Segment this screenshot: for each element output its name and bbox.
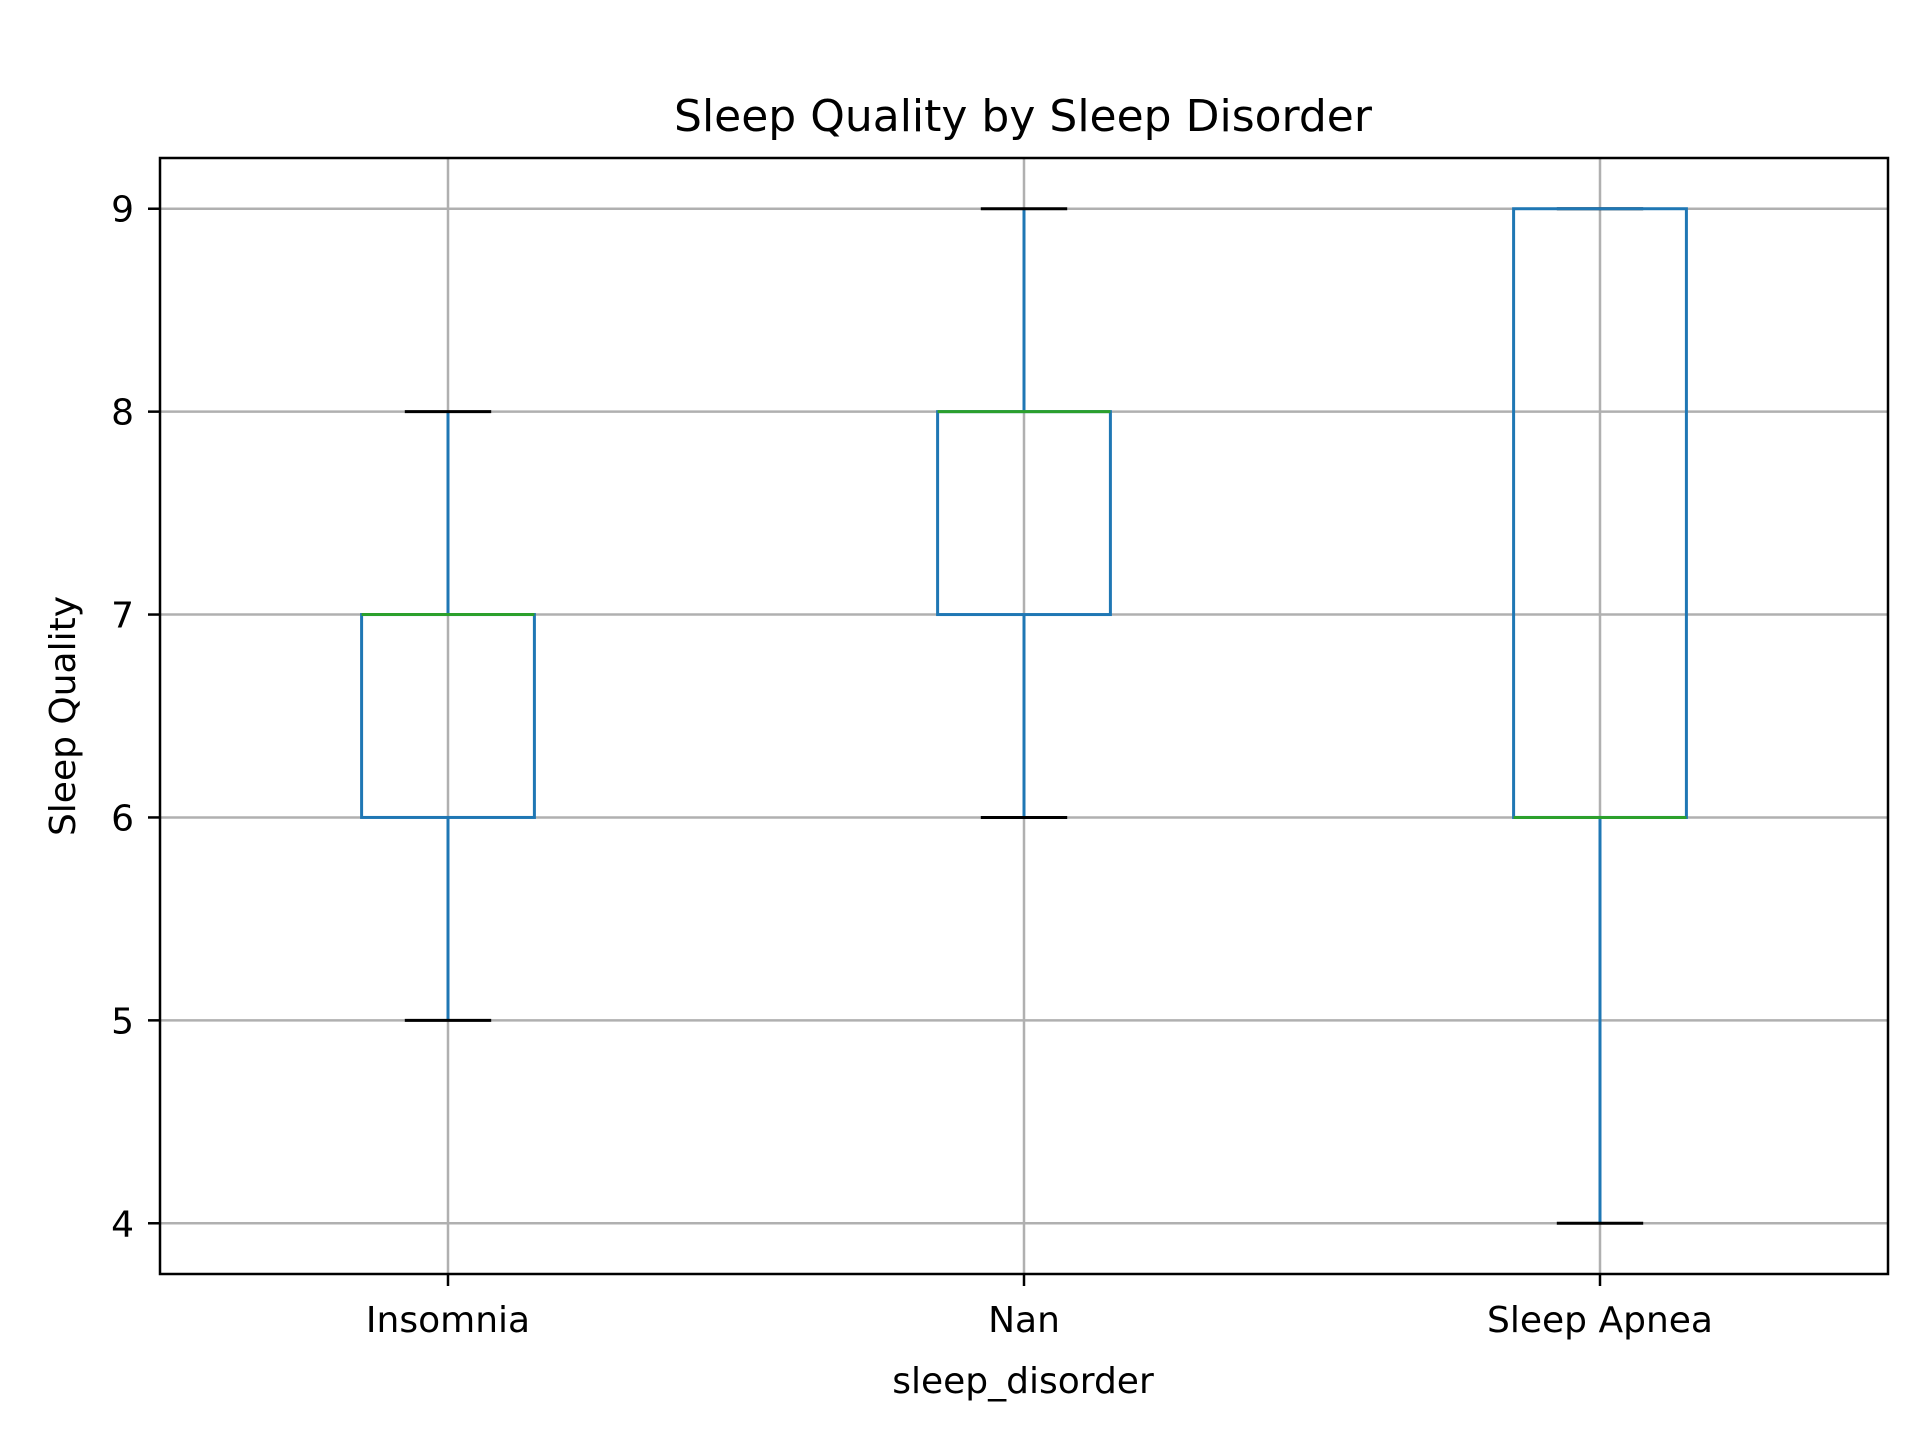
y-tick-label: 8 — [111, 393, 134, 434]
chart-title: Sleep Quality by Sleep Disorder — [674, 91, 1373, 142]
box-group — [1512, 207, 1688, 1225]
box-group — [360, 410, 536, 1022]
x-tick-label: Insomnia — [366, 1300, 530, 1341]
tick-layer: 4 5 6 7 8 9 Insomnia Nan Sleep Apnea — [111, 190, 1713, 1341]
y-tick-label: 9 — [111, 190, 134, 231]
box-layer — [360, 207, 1688, 1225]
x-tick-label: Sleep Apnea — [1487, 1300, 1713, 1341]
box-group — [936, 207, 1112, 819]
x-axis-label: sleep_disorder — [892, 1361, 1154, 1402]
y-axis-label: Sleep Quality — [43, 596, 84, 836]
y-tick-label: 6 — [111, 798, 134, 839]
y-tick-label: 7 — [111, 596, 134, 637]
x-tick-label: Nan — [988, 1300, 1060, 1341]
y-tick-label: 5 — [111, 1001, 134, 1042]
y-tick-label: 4 — [111, 1204, 134, 1245]
